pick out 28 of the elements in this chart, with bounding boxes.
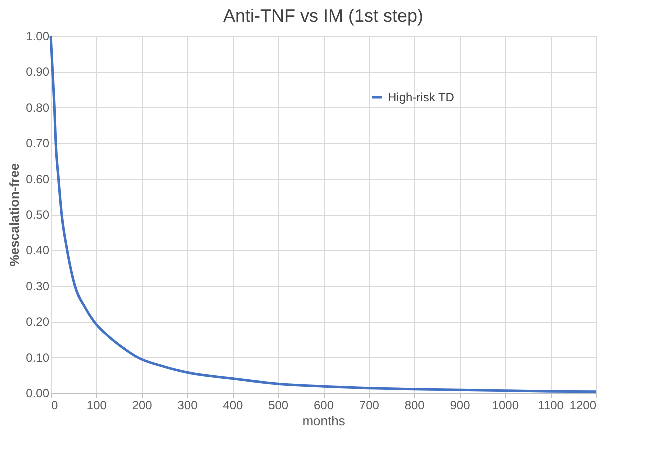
x-tick-label: 200 xyxy=(132,398,153,412)
y-tick-label: 0.00 xyxy=(26,386,50,400)
x-tick-label: 300 xyxy=(178,398,198,412)
x-tick-label: 800 xyxy=(404,398,426,412)
x-tick-label: 700 xyxy=(359,398,380,412)
x-tick-label: 1000 xyxy=(492,398,520,412)
x-tick-label: 0 xyxy=(52,398,58,412)
x-tick-label: 400 xyxy=(223,398,244,412)
x-tick-label: 500 xyxy=(268,398,289,412)
y-tick-label: 0.80 xyxy=(26,100,50,115)
x-tick-label: 100 xyxy=(86,398,108,412)
x-tick-label: 1100 xyxy=(538,398,564,412)
y-tick-label: 0.70 xyxy=(26,136,50,151)
y-tick-label: 0.60 xyxy=(26,172,50,186)
x-tick-label: 900 xyxy=(450,398,471,412)
y-tick-label: 0.50 xyxy=(26,208,50,222)
y-tick-label: 0.30 xyxy=(26,279,50,294)
y-tick-label: 0.20 xyxy=(26,315,50,330)
legend-label: High-risk TD xyxy=(388,90,455,104)
y-axis-title: %escalation-free xyxy=(7,163,22,267)
y-tick-label: 0.90 xyxy=(26,65,50,80)
chart-title: Anti-TNF vs IM (1st step) xyxy=(223,6,424,26)
x-axis-title: months xyxy=(302,414,346,428)
x-tick-label: 1200 xyxy=(570,398,597,412)
y-tick-label: 1.00 xyxy=(26,30,50,44)
x-tick-label: 600 xyxy=(314,398,334,412)
y-tick-label: 0.40 xyxy=(26,244,50,258)
y-tick-label: 0.10 xyxy=(26,350,50,365)
